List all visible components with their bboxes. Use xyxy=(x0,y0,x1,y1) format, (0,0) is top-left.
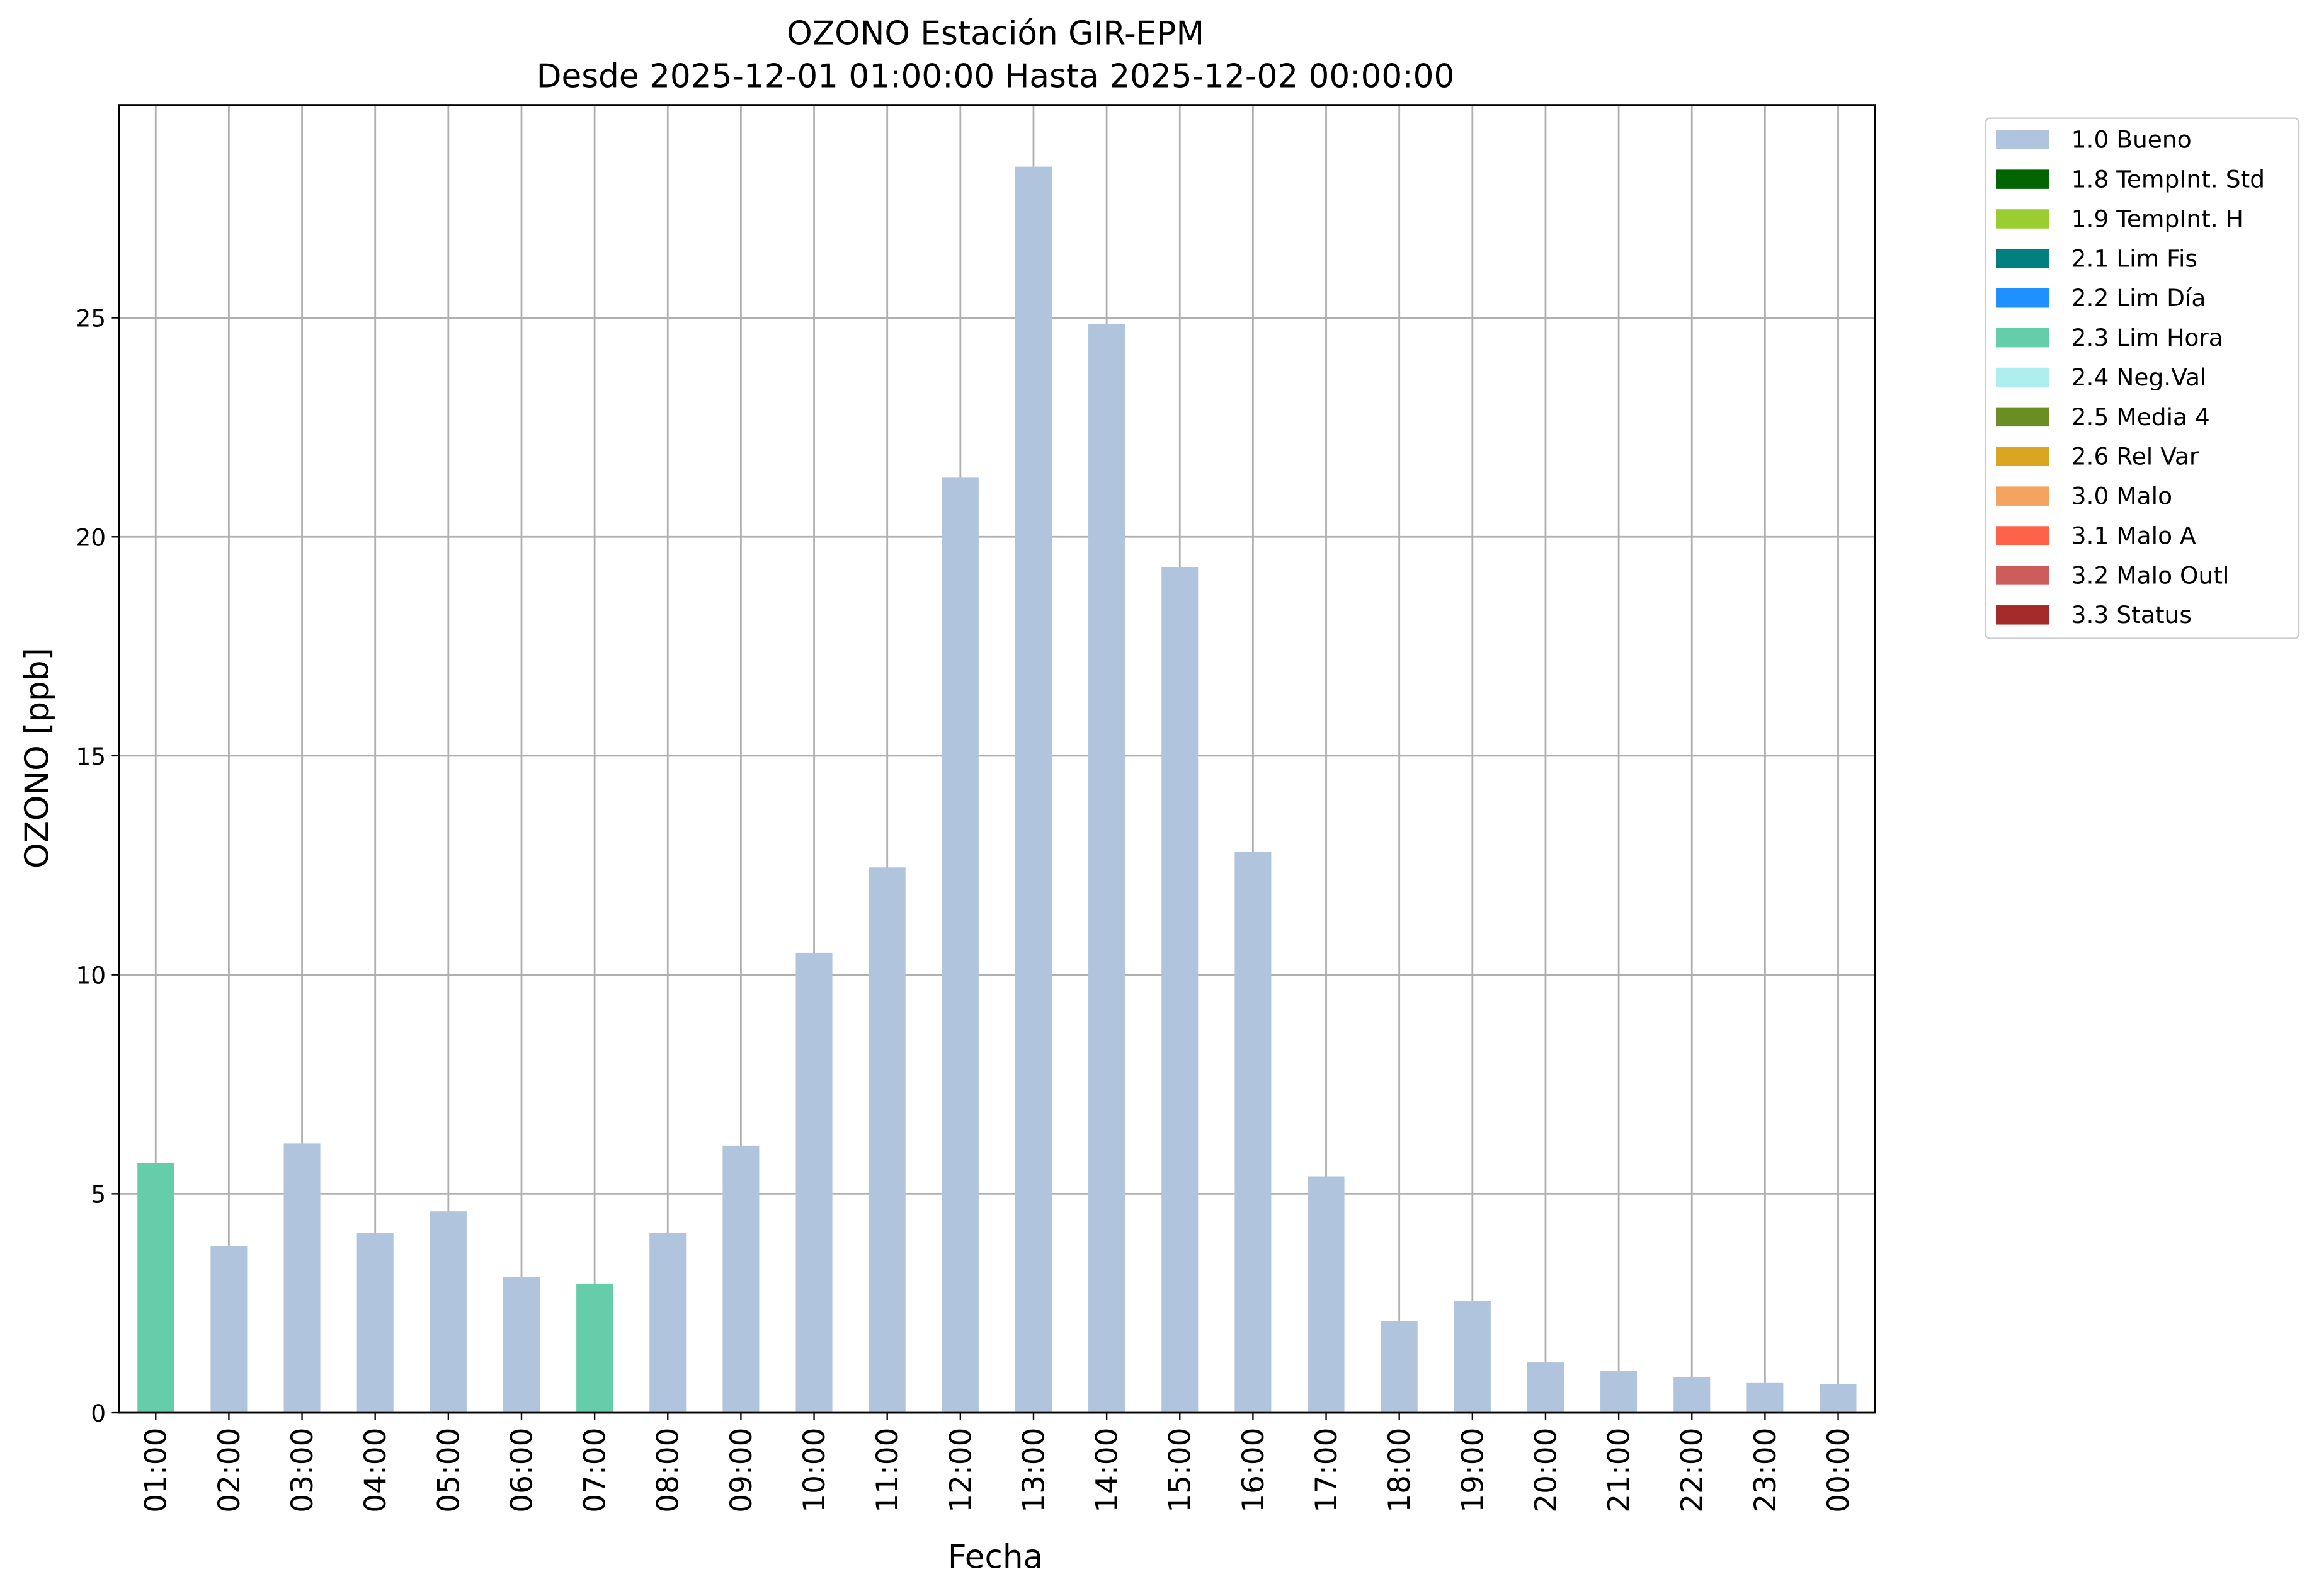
bar xyxy=(1746,1382,1784,1413)
y-tick-label: 10 xyxy=(76,962,106,989)
legend-swatch xyxy=(1996,288,2049,308)
x-tick-label: 17:00 xyxy=(1309,1428,1344,1513)
bar xyxy=(649,1233,687,1413)
bar xyxy=(1820,1384,1857,1413)
bar xyxy=(722,1145,760,1413)
legend-label: 3.1 Malo A xyxy=(2071,522,2196,549)
x-tick-label: 23:00 xyxy=(1748,1428,1783,1513)
legend-label: 3.3 Status xyxy=(2071,601,2192,629)
bar xyxy=(576,1283,613,1413)
x-tick-label: 16:00 xyxy=(1236,1428,1271,1513)
x-tick-label: 15:00 xyxy=(1163,1428,1198,1513)
bar xyxy=(1454,1301,1491,1413)
legend-swatch xyxy=(1996,209,2049,229)
legend-label: 1.8 TempInt. Std xyxy=(2071,166,2265,193)
legend-label: 3.0 Malo xyxy=(2071,482,2172,510)
bar xyxy=(1527,1362,1564,1413)
y-tick-label: 5 xyxy=(91,1180,106,1208)
x-tick-label: 12:00 xyxy=(943,1428,978,1513)
x-tick-label: 10:00 xyxy=(797,1428,832,1513)
legend-label: 2.3 Lim Hora xyxy=(2071,324,2223,351)
x-tick-label: 00:00 xyxy=(1821,1428,1856,1513)
x-tick-label: 20:00 xyxy=(1529,1428,1563,1513)
bar xyxy=(1308,1176,1345,1413)
x-tick-label: 13:00 xyxy=(1017,1428,1051,1513)
x-tick-label: 01:00 xyxy=(139,1428,174,1513)
x-tick-label: 03:00 xyxy=(285,1428,320,1513)
legend-label: 2.6 Rel Var xyxy=(2071,443,2199,470)
x-tick-label: 02:00 xyxy=(212,1428,247,1513)
x-tick-label: 11:00 xyxy=(870,1428,905,1513)
legend-swatch xyxy=(1996,169,2049,189)
bar xyxy=(1381,1321,1418,1413)
bar xyxy=(1673,1377,1711,1413)
x-tick-label: 09:00 xyxy=(724,1428,759,1513)
bar xyxy=(503,1277,540,1413)
chart-subtitle: Desde 2025-12-01 01:00:00 Hasta 2025-12-… xyxy=(537,57,1455,95)
bar xyxy=(795,952,833,1413)
plot-frame xyxy=(118,104,1876,1414)
legend-swatch xyxy=(1996,130,2049,149)
x-tick-label: 22:00 xyxy=(1675,1428,1710,1513)
bar xyxy=(1234,852,1272,1413)
x-tick-label: 07:00 xyxy=(578,1428,613,1513)
x-tick-label: 19:00 xyxy=(1456,1428,1490,1513)
bar xyxy=(1161,567,1199,1413)
x-tick-label: 04:00 xyxy=(358,1428,393,1513)
bar xyxy=(137,1163,174,1413)
legend-label: 2.4 Neg.Val xyxy=(2071,363,2207,391)
y-tick-label: 20 xyxy=(76,523,106,551)
bar xyxy=(1015,166,1052,1413)
y-tick-label: 15 xyxy=(76,743,106,770)
bars xyxy=(137,166,1857,1413)
legend-swatch xyxy=(1996,526,2049,545)
x-tick-label: 14:00 xyxy=(1090,1428,1125,1513)
bar xyxy=(1600,1371,1638,1413)
y-tick-label: 25 xyxy=(76,305,106,333)
legend-label: 1.0 Bueno xyxy=(2071,126,2192,154)
x-tick-label: 06:00 xyxy=(504,1428,539,1513)
legend-swatch xyxy=(1996,367,2049,387)
bar xyxy=(1088,324,1125,1413)
x-axis-label: Fecha xyxy=(948,1538,1043,1576)
x-tick-label: 08:00 xyxy=(651,1428,686,1513)
legend-swatch xyxy=(1996,249,2049,268)
chart-title: OZONO Estación GIR-EPM xyxy=(787,14,1204,52)
x-tick-label: 18:00 xyxy=(1382,1428,1417,1513)
legend-box xyxy=(1985,117,2300,639)
legend-swatch xyxy=(1996,447,2049,467)
legend: 1.0 Bueno 1.8 TempInt. Std 1.9 TempInt. H 2… xyxy=(1985,117,2300,639)
bar xyxy=(869,867,906,1413)
bar xyxy=(283,1143,321,1413)
legend-swatch xyxy=(1996,328,2049,348)
legend-swatch xyxy=(1996,566,2049,585)
x-tick-label: 21:00 xyxy=(1602,1428,1637,1513)
legend-swatch xyxy=(1996,407,2049,427)
legend-label: 2.2 Lim Día xyxy=(2071,284,2206,312)
y-axis-label: OZONO [ppb] xyxy=(19,647,57,869)
legend-swatch xyxy=(1996,605,2049,625)
legend-label: 1.9 TempInt. H xyxy=(2071,205,2243,232)
legend-label: 2.5 Media 4 xyxy=(2071,403,2210,431)
x-tick-label: 05:00 xyxy=(431,1428,466,1513)
ticks: 0 5 10 15 20 25 01:00 02:00 03:00 04:00 05:00 06:00… xyxy=(76,305,1856,1513)
legend-swatch xyxy=(1996,486,2049,506)
bar xyxy=(942,477,979,1413)
y-tick-label: 0 xyxy=(91,1399,106,1427)
bar xyxy=(356,1233,394,1413)
bar xyxy=(210,1246,248,1413)
bar xyxy=(430,1211,467,1413)
legend-label: 3.2 Malo Outl xyxy=(2071,561,2230,589)
legend-label: 2.1 Lim Fis xyxy=(2071,244,2197,272)
